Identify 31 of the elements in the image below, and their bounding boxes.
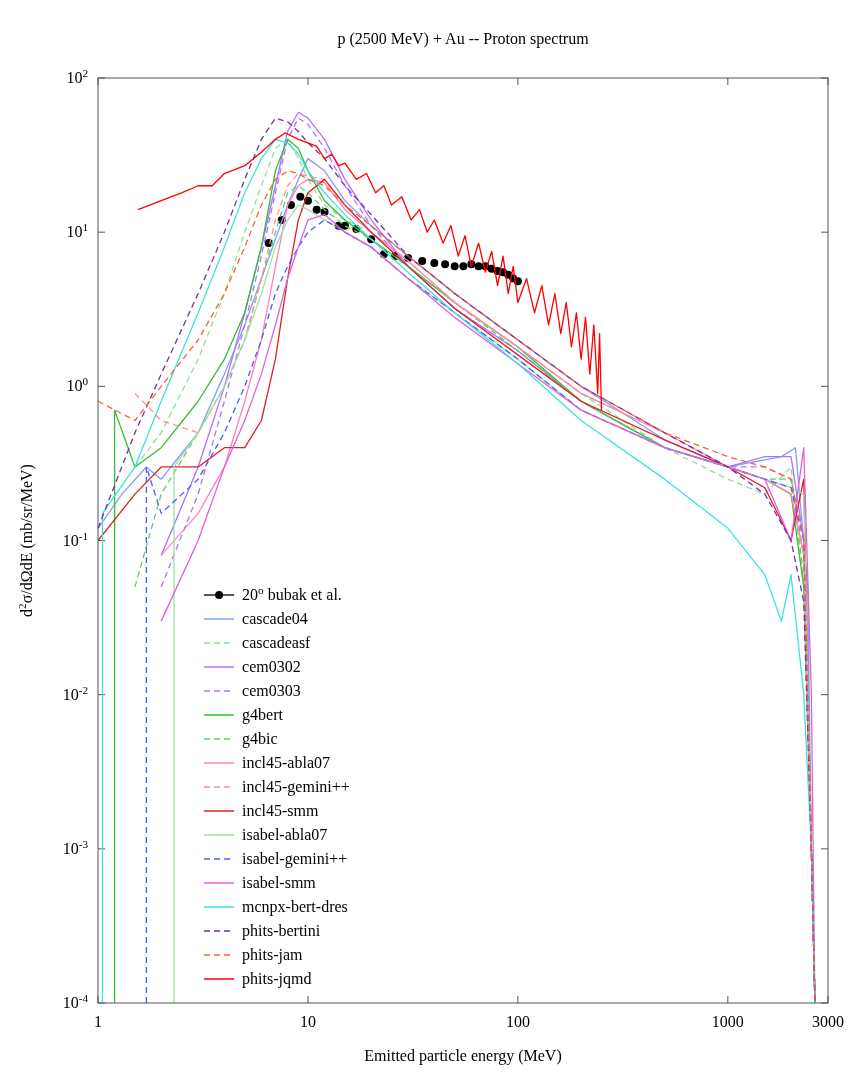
legend-label: mcnpx-bert-dres bbox=[242, 898, 348, 916]
x-axis-title: Emitted particle energy (MeV) bbox=[364, 1047, 562, 1065]
legend-label: incl45-smm bbox=[242, 802, 320, 819]
legend-label: cem0303 bbox=[242, 682, 301, 699]
x-tick-label: 3000 bbox=[812, 1013, 844, 1030]
chart-title: p (2500 MeV) + Au -- Proton spectrum bbox=[337, 30, 590, 48]
legend-label: cascadeasf bbox=[242, 634, 312, 651]
y-tick-label: 10$^{-2}$ bbox=[62, 683, 88, 703]
legend-label: phits-jam bbox=[242, 946, 304, 964]
legend-label: incl45-abla07 bbox=[242, 754, 331, 771]
legend-label: phits-bertini bbox=[242, 922, 321, 940]
legend-label: phits-jqmd bbox=[242, 970, 312, 988]
x-tick-label: 100 bbox=[505, 1013, 530, 1030]
legend-label: g4bic bbox=[242, 730, 278, 748]
legend-label: incl45-gemini++ bbox=[242, 778, 350, 796]
y-tick-label: 10$^{-1}$ bbox=[62, 529, 88, 549]
legend-label: 20$^{o}$ bubak et al. bbox=[242, 584, 342, 603]
y-tick-label: 10$^{-3}$ bbox=[62, 837, 89, 857]
legend-label: g4bert bbox=[242, 706, 284, 724]
legend-label: isabel-smm bbox=[242, 874, 317, 891]
legend-label: isabel-gemini++ bbox=[242, 850, 348, 868]
y-tick-label: 10$^{-4}$ bbox=[62, 992, 89, 1011]
y-tick-label: 10$^{1}$ bbox=[66, 221, 88, 241]
y-tick-label: 10$^{0}$ bbox=[66, 375, 89, 395]
x-tick-label: 1000 bbox=[711, 1013, 744, 1030]
legend-label: cascade04 bbox=[242, 610, 308, 627]
y-tick-label: 10$^{2}$ bbox=[66, 67, 88, 86]
legend-label: cem0302 bbox=[242, 658, 301, 675]
x-tick-label: 10 bbox=[299, 1013, 316, 1030]
x-tick-label: 1 bbox=[94, 1013, 102, 1030]
legend-label: isabel-abla07 bbox=[242, 826, 328, 843]
